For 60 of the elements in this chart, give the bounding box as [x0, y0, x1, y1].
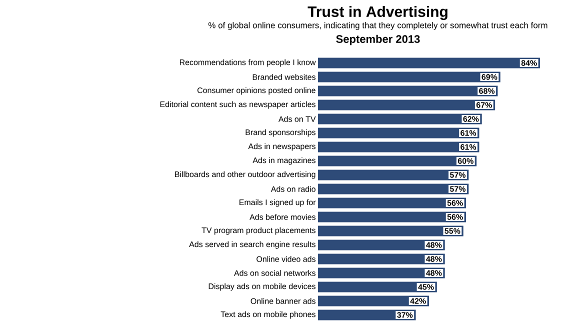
bar	[318, 128, 480, 138]
data-label: 57%	[450, 172, 466, 178]
y-tick-label: Ads in newspapers	[248, 143, 316, 151]
y-tick-label: Display ads on mobile devices	[208, 283, 316, 291]
bar	[318, 240, 445, 250]
bar	[318, 142, 480, 152]
y-tick-label: Ads before movies	[250, 214, 316, 220]
y-tick-label: Billboards and other outdoor advertising	[175, 171, 316, 179]
data-label: 45%	[418, 284, 434, 290]
y-tick-label: Ads in magazines	[252, 157, 316, 165]
chart-subtitle: % of global online consumers, indicating that they completely or somewhat trust each form	[208, 22, 548, 30]
y-tick-label: Editorial content such as newspaper articles	[160, 101, 316, 109]
bar	[318, 72, 500, 82]
data-label: 48%	[426, 242, 442, 248]
data-label: 56%	[447, 200, 463, 206]
data-label: 62%	[463, 116, 479, 122]
bar	[318, 226, 464, 236]
bar	[318, 296, 429, 306]
chart-title: Trust in Advertising	[308, 6, 448, 20]
y-tick-label: Online video ads	[256, 256, 316, 262]
data-label: 60%	[458, 158, 474, 164]
y-tick-label: Ads on radio	[270, 186, 316, 192]
data-label: 56%	[447, 214, 463, 220]
data-label: 84%	[521, 60, 537, 66]
bar	[318, 184, 469, 194]
bar	[318, 198, 466, 208]
y-tick-label: Online banner ads	[250, 298, 316, 304]
data-label: 67%	[476, 102, 492, 108]
y-tick-label: Brand sponsorships	[246, 129, 316, 137]
data-label: 48%	[426, 256, 442, 262]
bar	[318, 100, 496, 110]
data-label: 68%	[479, 88, 495, 94]
bar	[318, 310, 416, 320]
bar	[318, 254, 445, 264]
bar	[318, 170, 469, 180]
y-tick-label: Emails I signed up for	[240, 199, 316, 207]
y-tick-label: Consumer opinions posted online	[197, 87, 316, 95]
bar	[318, 86, 498, 96]
data-label: 57%	[450, 186, 466, 192]
data-label: 42%	[410, 298, 426, 304]
data-label: 69%	[482, 74, 498, 80]
y-tick-label: Text ads on mobile phones	[220, 311, 316, 319]
y-tick-label: Ads on TV	[278, 116, 316, 122]
data-label: 61%	[460, 130, 476, 136]
data-label: 61%	[460, 144, 476, 150]
bar	[318, 156, 477, 166]
y-tick-label: TV program product placements	[202, 227, 316, 235]
bar	[318, 268, 445, 278]
y-tick-label: Recommendations from people I know	[180, 59, 316, 67]
data-label: 55%	[444, 228, 460, 234]
text: September 2013	[336, 34, 420, 46]
bar	[318, 282, 437, 292]
bar	[318, 114, 482, 124]
bar	[318, 212, 466, 222]
y-tick-label: Ads on social networks	[234, 270, 316, 276]
data-label: 48%	[426, 270, 442, 276]
y-tick-label: Ads served in search engine results	[189, 241, 316, 249]
data-label: 37%	[397, 312, 413, 318]
y-tick-label: Branded websites	[252, 74, 316, 80]
bar	[318, 58, 540, 68]
